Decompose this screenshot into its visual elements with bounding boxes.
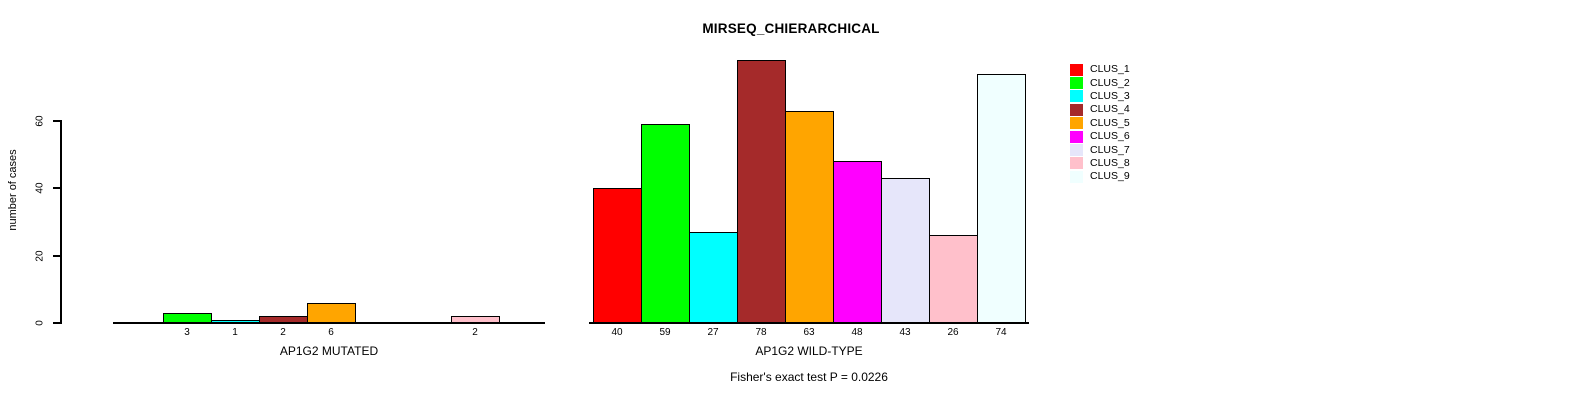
legend-label-clus_1: CLUS_1	[1090, 63, 1130, 76]
legend-label-clus_9: CLUS_9	[1090, 170, 1130, 183]
legend-label-clus_2: CLUS_2	[1090, 76, 1130, 89]
legend-item-clus_3: CLUS_3	[1070, 90, 1130, 103]
bar-count-label-clus_5-group1: 63	[803, 327, 815, 338]
y-tick-label-40: 40	[34, 182, 46, 194]
y-tick-20	[53, 254, 60, 257]
legend-item-clus_6: CLUS_6	[1070, 130, 1130, 143]
legend-item-clus_7: CLUS_7	[1070, 143, 1130, 157]
legend-swatch-clus_3	[1070, 90, 1083, 103]
legend-label-clus_3: CLUS_3	[1090, 89, 1130, 102]
bar-count-label-clus_4-group0: 2	[280, 327, 286, 338]
legend-swatch-clus_1	[1070, 63, 1083, 76]
bar-count-label-clus_4-group1: 78	[755, 327, 767, 338]
bar-clus_3-group0	[211, 319, 260, 323]
bar-clus_4-group1	[737, 60, 786, 323]
bar-count-label-clus_3-group0: 1	[232, 327, 238, 338]
y-tick-label-0: 0	[34, 320, 46, 326]
bar-count-label-clus_1-group1: 40	[611, 327, 623, 338]
legend-swatch-clus_5	[1070, 117, 1083, 130]
legend-item-clus_9: CLUS_9	[1070, 170, 1130, 183]
legend-swatch-clus_4	[1070, 103, 1083, 116]
legend-item-clus_8: CLUS_8	[1070, 157, 1130, 170]
legend-label-clus_6: CLUS_6	[1090, 130, 1130, 143]
bar-count-label-clus_8-group1: 26	[947, 327, 959, 338]
bar-clus_1-group1	[593, 188, 642, 323]
x-axis-mutated-group	[113, 322, 545, 324]
bar-clus_2-group0	[163, 312, 212, 323]
bar-count-label-clus_9-group1: 74	[995, 327, 1007, 338]
y-tick-0	[53, 322, 60, 324]
legend-swatch-clus_8	[1070, 157, 1083, 170]
bar-clus_4-group0	[259, 316, 308, 323]
chart-title: MIRSEQ_CHIERARCHICAL	[702, 21, 880, 36]
legend-swatch-clus_7	[1070, 144, 1083, 157]
x-axis-label-mutated: AP1G2 MUTATED	[279, 344, 379, 358]
bar-count-label-clus_6-group1: 48	[851, 327, 863, 338]
legend-label-clus_8: CLUS_8	[1090, 156, 1130, 169]
bar-clus_6-group1	[833, 161, 882, 323]
bar-count-label-clus_5-group0: 6	[328, 327, 334, 338]
bar-clus_5-group1	[785, 110, 834, 323]
bar-clus_9-group1	[977, 73, 1026, 323]
y-tick-40	[53, 187, 60, 190]
fisher-test-annotation: Fisher's exact test P = 0.0226	[730, 370, 888, 384]
bar-count-label-clus_2-group1: 59	[659, 327, 671, 338]
y-tick-label-20: 20	[34, 250, 46, 262]
legend: CLUS_1 CLUS_2 CLUS_3 CLUS_4 CLUS_5 CLUS_6 CLUS…	[1070, 63, 1130, 184]
legend-swatch-clus_6	[1070, 130, 1083, 143]
legend-item-clus_4: CLUS_4	[1070, 103, 1130, 116]
bar-clus_7-group1	[881, 178, 930, 323]
y-tick-60	[53, 119, 60, 122]
bar-clus_2-group1	[641, 124, 690, 323]
legend-item-clus_2: CLUS_2	[1070, 76, 1130, 90]
legend-label-clus_7: CLUS_7	[1090, 143, 1130, 156]
x-axis-wildtype-group	[589, 322, 1029, 324]
bar-count-label-clus_2-group0: 3	[184, 327, 190, 338]
legend-label-clus_4: CLUS_4	[1090, 103, 1130, 116]
legend-label-clus_5: CLUS_5	[1090, 116, 1130, 129]
legend-swatch-clus_2	[1070, 77, 1083, 90]
bar-clus_3-group1	[689, 232, 738, 323]
bar-clus_8-group1	[929, 235, 978, 323]
legend-item-clus_5: CLUS_5	[1070, 117, 1130, 130]
bar-count-label-clus_7-group1: 43	[899, 327, 911, 338]
y-axis-label: number of cases	[7, 149, 19, 231]
y-tick-label-60: 60	[34, 115, 46, 127]
legend-item-clus_1: CLUS_1	[1070, 63, 1130, 76]
x-axis-label-wildtype: AP1G2 WILD-TYPE	[755, 344, 863, 358]
bar-count-label-clus_3-group1: 27	[707, 327, 719, 338]
legend-swatch-clus_9	[1070, 170, 1083, 183]
bar-clus_8-group0	[451, 316, 500, 323]
bar-count-label-clus_8-group0: 2	[472, 327, 478, 338]
bar-clus_5-group0	[307, 302, 356, 323]
y-axis	[60, 120, 62, 324]
